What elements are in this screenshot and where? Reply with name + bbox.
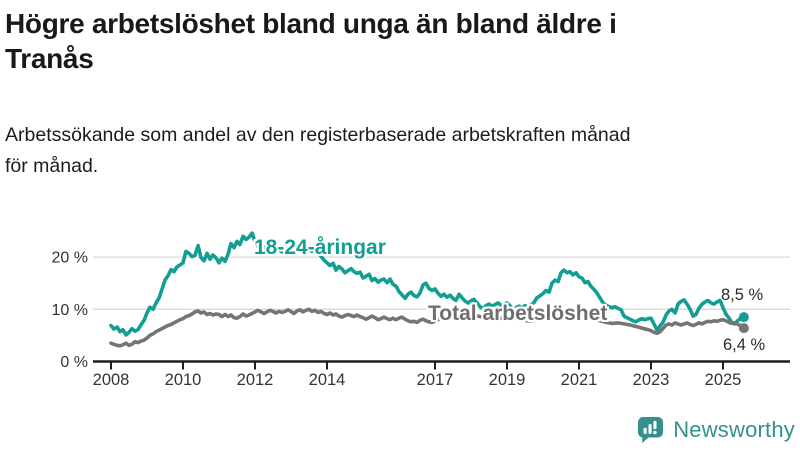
page-title: Högre arbetslöshet bland unga än bland ä…: [5, 6, 785, 76]
page-title-line-1: Högre arbetslöshet bland unga än bland ä…: [5, 8, 617, 39]
series-end-dot-youth: [738, 312, 749, 323]
x-tick-label: 2023: [633, 371, 670, 389]
series-label-total: Total arbetslöshet: [428, 302, 608, 325]
y-tick-label: 10 %: [52, 302, 88, 319]
x-tick-label: 2014: [309, 371, 346, 389]
chart-subtitle: Arbetssökande som andel av den registerb…: [5, 120, 785, 182]
x-tick-label: 2008: [93, 371, 130, 389]
x-tick-label: 2025: [705, 371, 742, 389]
end-value-label-youth: 8,5 %: [721, 286, 764, 304]
chart-subtitle-line-1: Arbetssökande som andel av den registerb…: [5, 124, 631, 146]
bar-chart-speech-bubble-icon: [638, 417, 664, 444]
x-tick-label: 2021: [561, 371, 598, 389]
y-tick-label: 20 %: [52, 250, 88, 267]
page-title-line-2: Tranås: [5, 43, 94, 74]
newsworthy-logo[interactable]: Newsworthy: [636, 413, 795, 447]
y-tick-label: 0 %: [60, 354, 88, 371]
series-end-dot-total: [738, 323, 749, 334]
brand-name: Newsworthy: [673, 417, 795, 442]
x-tick-label: 2017: [417, 371, 454, 389]
x-tick-label: 2019: [489, 371, 526, 389]
x-tick-label: 2012: [237, 371, 274, 389]
x-axis: [93, 360, 790, 370]
series-line-youth: [109, 231, 746, 337]
series-label-youth: 18-24-åringar: [254, 236, 386, 259]
series-line-total: [109, 307, 746, 348]
chart-subtitle-line-2: för månad.: [5, 155, 99, 177]
end-value-label-total: 6,4 %: [723, 336, 766, 354]
x-tick-label: 2010: [165, 371, 202, 389]
series-lines: [109, 231, 749, 348]
axis-tick-labels: 0 % 10 % 20 % 2008 2010 2012 2014 2017 2019 2021 2…: [52, 250, 742, 389]
